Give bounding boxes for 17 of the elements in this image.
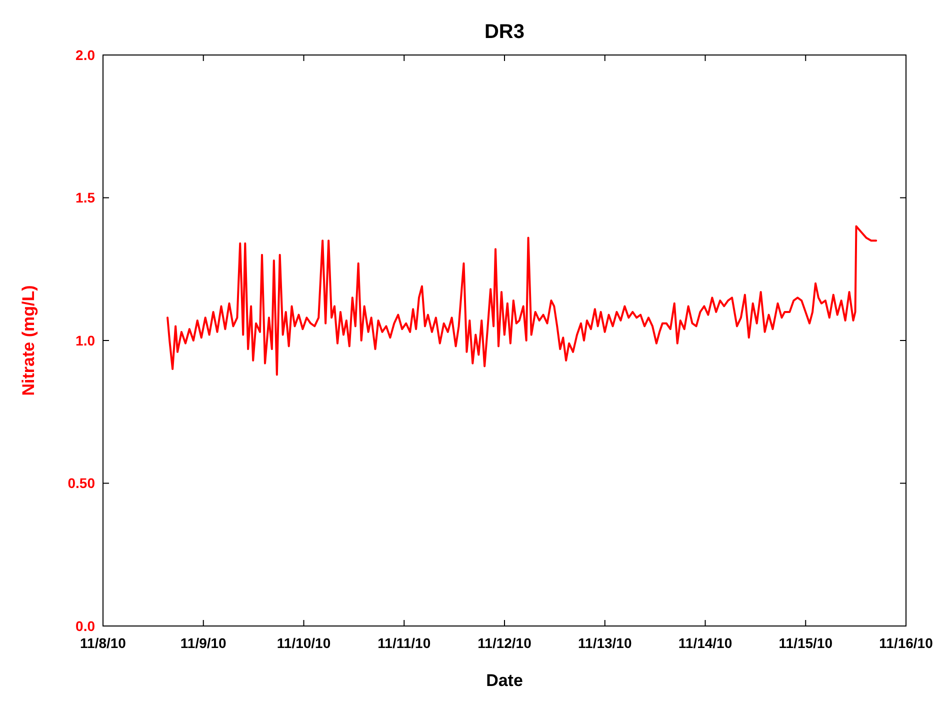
x-tick-label: 11/9/10 — [180, 635, 227, 651]
y-tick-label: 2.0 — [76, 46, 96, 63]
x-tick-label: 11/11/10 — [378, 635, 431, 651]
y-axis-title: Nitrate (mg/L) — [19, 285, 38, 396]
x-axis-title: Date — [486, 671, 523, 690]
x-tick-label: 11/13/10 — [578, 635, 632, 651]
x-tick-label: 11/12/10 — [478, 635, 532, 651]
x-tick-label: 11/16/10 — [879, 635, 934, 651]
x-tick-label: 11/14/10 — [678, 635, 732, 651]
chart-title: DR3 — [484, 21, 525, 43]
x-tick-label: 11/8/10 — [80, 635, 126, 651]
y-tick-label: 0.50 — [68, 475, 96, 492]
x-tick-label: 11/10/10 — [276, 635, 331, 651]
y-tick-label: 0.0 — [76, 618, 96, 634]
y-tick-label: 1.0 — [76, 332, 96, 348]
y-tick-label: 1.5 — [76, 190, 96, 206]
x-tick-label: 11/15/10 — [778, 635, 833, 651]
